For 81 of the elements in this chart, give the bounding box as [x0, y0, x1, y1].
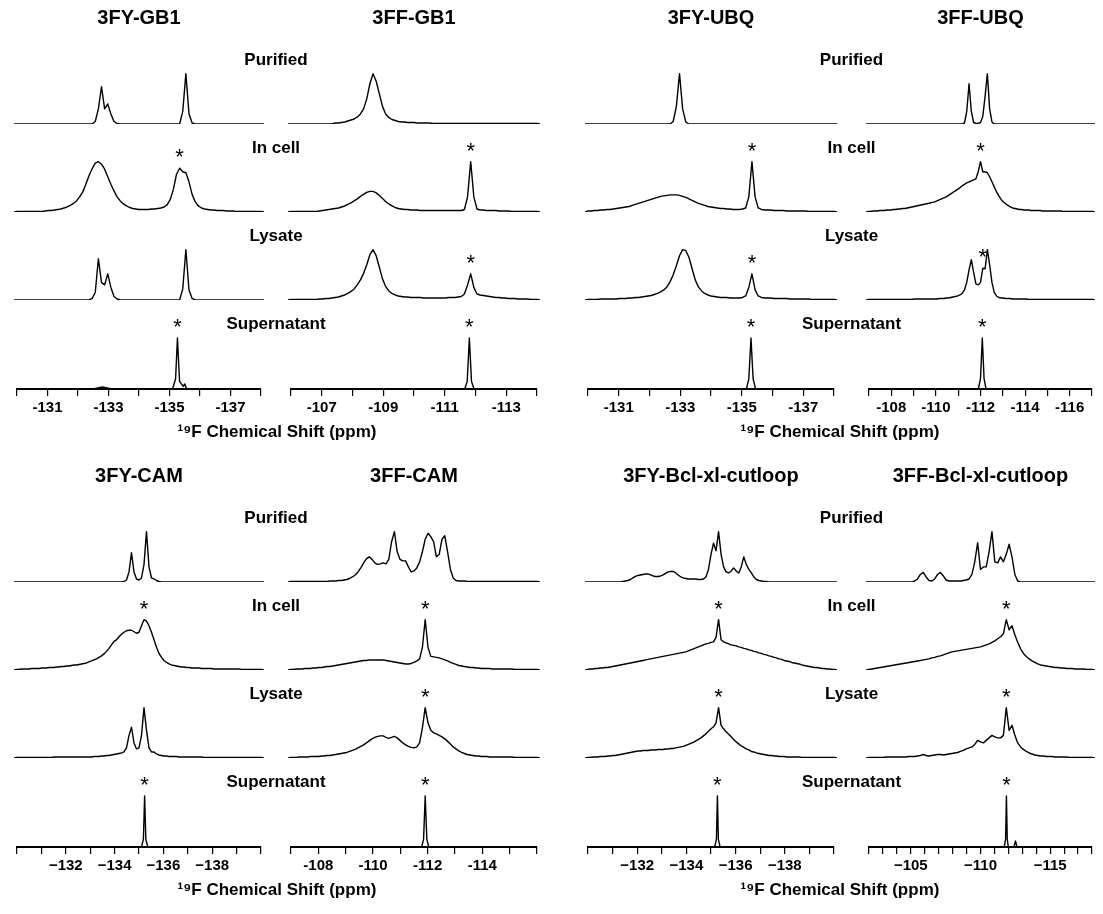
text: Lysate — [249, 226, 303, 246]
x-tick-label: -108 — [876, 398, 907, 416]
text: Purified — [244, 50, 308, 70]
annotation: * — [746, 314, 756, 340]
x-tick-label: -135 — [726, 398, 757, 416]
text: Lysate — [824, 226, 879, 246]
annotation: * — [139, 595, 149, 621]
x-axis-title: ¹⁹F Chemical Shift (ppm) — [176, 880, 378, 900]
text: In cell — [827, 138, 876, 158]
x-tick-label: -137 — [788, 398, 819, 416]
text: Purified — [244, 508, 308, 528]
annotation: * — [747, 249, 757, 275]
x-tick-label: −115 — [1033, 856, 1067, 874]
x-tick-label: -133 — [93, 398, 124, 416]
x-tick-label: -114 — [467, 856, 498, 874]
x-tick-label: −136 — [718, 856, 753, 874]
text: Lysate — [249, 684, 303, 704]
text: Supernatant — [801, 772, 902, 792]
text: Supernatant — [801, 314, 902, 334]
annotation: * — [173, 314, 183, 340]
text: In cell — [827, 596, 876, 616]
text: Purified — [819, 508, 884, 528]
x-tick-label: −134 — [97, 856, 133, 874]
chart-title: 3FY-GB1 — [96, 6, 182, 29]
chart-title: 3FY-Bcl-xl-cutloop — [622, 464, 800, 487]
annotation: * — [465, 314, 475, 340]
x-tick-label: -110 — [921, 398, 951, 416]
x-tick-label: −138 — [195, 856, 230, 874]
x-tick-label: −110 — [964, 856, 997, 874]
x-tick-label: -116 — [1055, 398, 1085, 416]
annotation: * — [140, 772, 150, 798]
x-tick-label: −132 — [48, 856, 83, 874]
x-tick-label: -112 — [965, 398, 996, 416]
chart-title: 3FF-Bcl-xl-cutloop — [891, 464, 1070, 487]
x-axis-title: ¹⁹F Chemical Shift (ppm) — [739, 880, 941, 900]
annotation: * — [976, 137, 986, 163]
chart-title: 3FY-CAM — [94, 464, 184, 487]
x-tick-label: -114 — [1010, 398, 1041, 416]
annotation: * — [175, 144, 185, 170]
x-tick-label: -131 — [603, 398, 634, 416]
x-tick-label: -111 — [430, 398, 459, 416]
annotation: * — [466, 249, 476, 275]
text: Lysate — [824, 684, 879, 704]
x-tick-label: -110 — [358, 856, 388, 874]
annotation: * — [714, 595, 724, 621]
text: In cell — [251, 138, 301, 158]
x-tick-label: −105 — [893, 856, 928, 874]
x-tick-label: -135 — [154, 398, 185, 416]
annotation: * — [978, 314, 987, 340]
annotation: * — [420, 595, 430, 621]
annotation: * — [420, 772, 430, 798]
annotation: * — [713, 772, 723, 798]
text: Purified — [819, 50, 884, 70]
text: Supernatant — [226, 772, 326, 792]
annotation: * — [747, 137, 757, 163]
x-tick-label: -133 — [665, 398, 696, 416]
x-tick-label: −132 — [620, 856, 655, 874]
annotation: * — [1002, 772, 1012, 798]
x-tick-label: -131 — [32, 398, 63, 416]
x-tick-label: −134 — [669, 856, 704, 874]
x-tick-label: −136 — [146, 856, 181, 874]
x-tick-label: -108 — [303, 856, 334, 874]
x-tick-label: -112 — [413, 856, 443, 874]
chart-title: 3FF-GB1 — [371, 6, 457, 29]
x-axis-title: ¹⁹F Chemical Shift (ppm) — [739, 422, 941, 442]
chart-title: 3FF-CAM — [369, 464, 459, 487]
annotation: * — [1001, 595, 1011, 621]
x-tick-label: -109 — [368, 398, 399, 416]
chart-title: 3FY-UBQ — [666, 6, 756, 29]
x-tick-label: −138 — [767, 856, 802, 874]
annotation: * — [420, 683, 430, 709]
text: In cell — [251, 596, 301, 616]
x-axis-title: ¹⁹F Chemical Shift (ppm) — [176, 422, 378, 442]
x-tick-label: -107 — [306, 398, 337, 416]
text: Supernatant — [226, 314, 326, 334]
annotation: * — [466, 137, 476, 163]
x-tick-label: -113 — [491, 398, 521, 416]
x-tick-label: -137 — [215, 398, 246, 416]
chart-title: 3FF-UBQ — [936, 6, 1025, 29]
annotation: * — [714, 683, 724, 709]
annotation: * — [1001, 683, 1011, 709]
